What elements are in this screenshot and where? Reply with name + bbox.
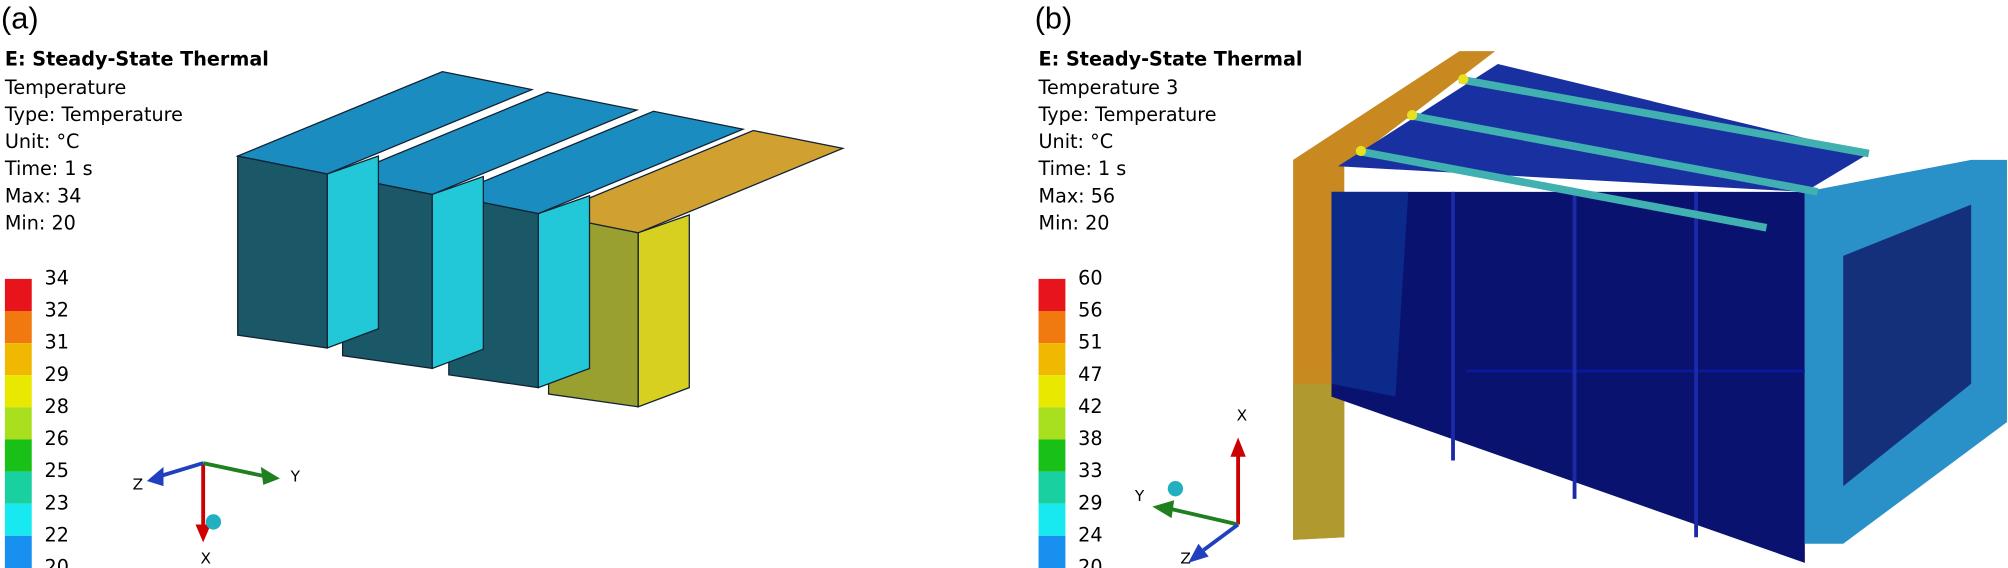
legend-label: 25 [45,459,69,482]
legend-label: 60 [1078,266,1102,289]
result-info: Unit: °C [1039,130,1114,153]
result-info: Type: Temperature [1038,103,1217,126]
axis-label: X [200,550,211,568]
block-side [326,155,380,349]
result-info: Unit: °C [5,130,80,153]
legend-label: 42 [1078,395,1102,418]
block-side [431,175,484,370]
axis-label: Y [1134,487,1145,505]
legend-swatch [4,375,32,408]
legend-label: 20 [45,556,69,568]
legend-swatch [4,471,32,504]
panel-label: (b) [1035,1,1073,36]
block-side [637,214,690,408]
render-b [1152,51,2007,563]
legend-swatch [1038,278,1066,312]
legend-label: 28 [45,395,69,418]
legend-swatch [4,278,32,312]
legend-swatch [1038,471,1066,504]
result-title: E: Steady-State Thermal [1039,48,1303,71]
legend-label: 29 [45,363,69,386]
render-a [146,70,846,543]
legend-swatch [4,343,32,376]
axis-label: Z [1180,550,1191,568]
legend-swatch [1038,375,1066,408]
legend-label: 23 [45,491,69,514]
legend-label: 31 [45,331,69,354]
legend-swatch [4,311,32,344]
legend-swatch [1038,439,1066,472]
legend-label: 38 [1078,427,1102,450]
result-info: Time: 1 s [1038,157,1127,180]
legend-label: 22 [45,523,69,546]
legend-label: 32 [45,299,69,322]
legend-label: 33 [1078,459,1102,482]
legend-swatch [4,503,32,536]
legend-label: 29 [1078,491,1102,514]
legend-swatch [1038,503,1066,536]
legend-label: 51 [1078,331,1102,354]
legend-swatch [1038,311,1066,344]
legend-swatch [1038,343,1066,376]
result-title: E: Steady-State Thermal [5,48,269,71]
block-front [237,155,328,349]
result-info: Time: 1 s [4,157,93,180]
legend-label: 34 [45,266,69,289]
result-info: Temperature [4,76,126,99]
result-info: Min: 20 [5,211,76,234]
result-info: Max: 56 [1039,184,1116,207]
legend-swatch [1038,407,1066,440]
legend-swatch [1038,535,1066,568]
result-info: Min: 20 [1039,211,1110,234]
legend-label: 20 [1078,556,1102,568]
legend-label: 24 [1078,523,1102,546]
panel-label: (a) [1,1,39,36]
legend-swatch [4,535,32,568]
axis-label: Z [133,475,144,493]
legend-swatch [4,407,32,440]
axis-label: Y [290,468,301,486]
result-info: Temperature 3 [1038,76,1179,99]
legend-label: 56 [1078,299,1102,322]
result-info: Type: Temperature [4,103,183,126]
legend-label: 47 [1078,363,1102,386]
legend-swatch [4,439,32,472]
block-side [537,194,591,389]
axis-label: X [1237,406,1248,424]
result-info: Max: 34 [5,184,82,207]
legend-label: 26 [45,427,69,450]
